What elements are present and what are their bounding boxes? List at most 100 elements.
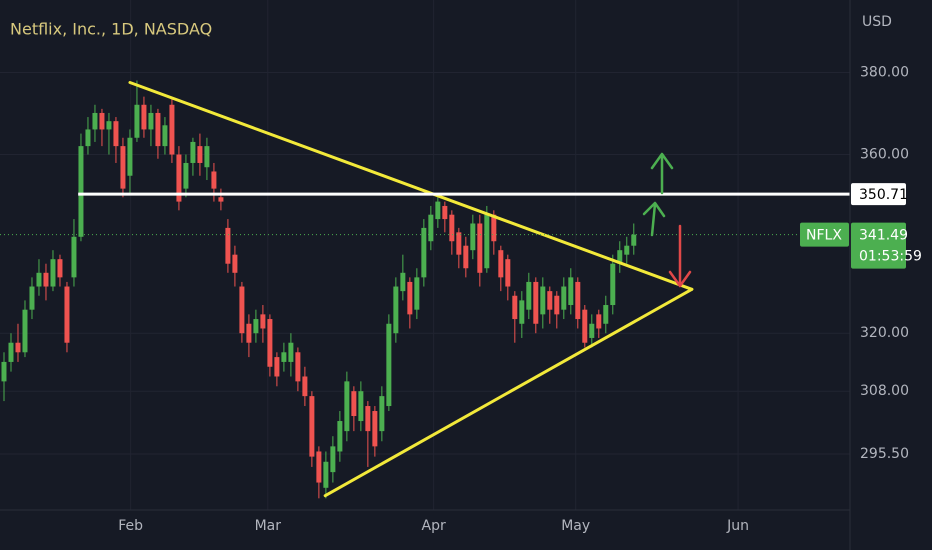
- trend-line: [128, 81, 694, 291]
- candle-body: [603, 305, 609, 324]
- candle-body: [526, 281, 532, 310]
- candle-body: [288, 342, 294, 362]
- candle-body: [589, 323, 595, 338]
- candle-body: [358, 391, 364, 422]
- candle-body: [162, 125, 168, 147]
- candle-body: [281, 352, 287, 362]
- candle-body: [50, 259, 56, 287]
- candle-body: [134, 104, 140, 138]
- candle-body: [246, 323, 252, 343]
- candle-body: [267, 319, 273, 367]
- candle-body: [610, 263, 616, 306]
- candle-body: [512, 295, 518, 320]
- horizontal-line-label-box: [851, 183, 906, 206]
- candle-body: [71, 236, 77, 278]
- horizontal-line-label: 350.71: [859, 187, 908, 203]
- candle-body: [169, 104, 175, 155]
- candle-body: [225, 227, 231, 264]
- candle-body: [15, 342, 21, 353]
- candle-body: [386, 323, 392, 407]
- candle-body: [92, 112, 98, 130]
- x-tick-label: Apr: [422, 518, 446, 534]
- last-price-label: 341.49: [859, 228, 908, 244]
- candle-body: [43, 272, 49, 287]
- candle-body: [22, 309, 28, 353]
- candle-body: [232, 254, 238, 273]
- candle-body: [176, 154, 182, 202]
- candle-body: [302, 376, 308, 397]
- candle-body: [624, 245, 630, 255]
- y-tick-label: 295.50: [860, 446, 909, 462]
- arrows: [642, 152, 692, 288]
- candle-body: [260, 314, 266, 329]
- candle-body: [211, 171, 217, 189]
- candle-body: [491, 214, 497, 242]
- candle-body: [561, 286, 567, 310]
- candle-body: [379, 396, 385, 432]
- candle-body: [505, 259, 511, 287]
- candle-body: [183, 162, 189, 189]
- candle-body: [148, 112, 154, 130]
- candle-body: [1, 361, 7, 382]
- last-price-box: [851, 222, 906, 269]
- candle-body: [568, 277, 574, 306]
- candle-body: [477, 223, 483, 273]
- candle-body: [519, 300, 525, 324]
- candle-body: [344, 381, 350, 432]
- candle-body: [463, 245, 469, 269]
- candle-body: [204, 146, 210, 168]
- symbol-box: [800, 222, 849, 247]
- candle-body: [106, 121, 112, 130]
- down-arrow: [668, 224, 692, 288]
- candle-body: [484, 214, 490, 269]
- candle-body: [365, 406, 371, 432]
- y-axis-label: USD: [862, 14, 892, 30]
- y-tick-label: 380.00: [860, 64, 909, 80]
- candle-body: [351, 391, 357, 417]
- candle-body: [407, 281, 413, 315]
- x-tick-label: May: [561, 518, 590, 534]
- candle-body: [239, 286, 245, 334]
- candle-body: [575, 281, 581, 320]
- up-arrow: [650, 152, 674, 195]
- candle-body: [155, 112, 161, 147]
- y-tick-label: 360.00: [860, 147, 909, 163]
- candle-body: [582, 309, 588, 343]
- trend-line: [323, 287, 694, 498]
- candle-body: [372, 411, 378, 447]
- candle-body: [631, 234, 637, 246]
- candle-body: [498, 250, 504, 278]
- candle-body: [470, 223, 476, 251]
- candle-body: [78, 146, 84, 237]
- countdown-label: 01:53:59: [859, 249, 922, 265]
- candle-body: [57, 259, 63, 278]
- up-arrow: [642, 201, 666, 237]
- candle-body: [253, 319, 259, 334]
- candle-body: [554, 295, 560, 315]
- candle-body: [8, 342, 14, 362]
- candle-body: [323, 461, 329, 488]
- candle-body: [330, 446, 336, 473]
- candle-body: [29, 286, 35, 310]
- candle-body: [127, 137, 133, 176]
- y-tick-label: 320.00: [860, 325, 909, 341]
- candle-body: [99, 112, 105, 130]
- candle-body: [190, 141, 196, 163]
- candle-body: [141, 104, 147, 130]
- x-tick-label: Mar: [255, 518, 282, 534]
- candle-body: [309, 396, 315, 457]
- candle-body: [337, 421, 343, 452]
- candle-body: [197, 146, 203, 163]
- candle-body: [421, 227, 427, 278]
- candle-body: [295, 352, 301, 382]
- candle-body: [547, 291, 553, 310]
- candle-body: [617, 250, 623, 264]
- candle-body: [540, 286, 546, 315]
- candle-body: [400, 272, 406, 292]
- y-tick-label: 308.00: [860, 383, 909, 399]
- candle-body: [533, 281, 539, 324]
- candle-body: [428, 214, 434, 242]
- candle-body: [435, 201, 441, 220]
- candle-body: [442, 205, 448, 220]
